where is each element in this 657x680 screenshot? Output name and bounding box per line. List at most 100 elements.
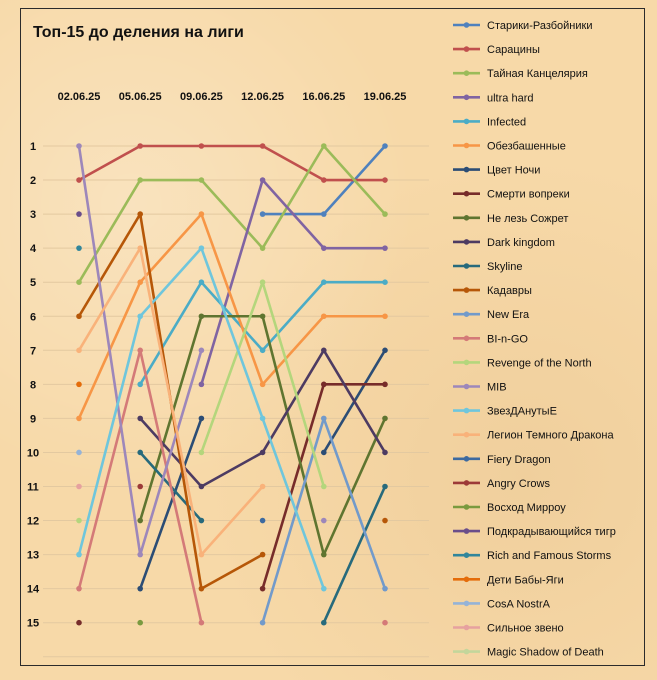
legend-marker [463,311,470,318]
legend-marker [463,383,470,390]
data-point [198,279,205,286]
data-point [137,585,143,592]
legend-marker [463,407,470,414]
data-point [137,415,143,422]
data-point [198,347,205,354]
legend-label: Dark kingdom [487,237,555,249]
legend-marker [463,456,470,462]
series-group [76,143,327,558]
legend-label: Обезбашенные [487,141,566,153]
data-point [382,143,388,149]
legend-item: Подкрадывающийся тигр [453,526,616,538]
data-point [321,483,327,490]
series-lines [76,143,388,626]
legend-label: Fiery Dragon [487,454,551,466]
legend-marker [463,215,470,221]
legend-marker [463,166,470,173]
legend-marker [463,359,470,366]
data-point [137,619,143,626]
series-group [198,177,388,388]
data-point [382,483,388,490]
series-group [76,245,82,251]
legend-marker [463,431,470,438]
legend-marker [463,480,470,486]
data-point [259,585,266,592]
data-point [382,585,388,592]
legend-marker [463,287,470,293]
legend-item: Fiery Dragon [453,454,551,466]
legend-label: Восход Мирроу [487,502,566,514]
data-point [198,313,205,320]
series-line [322,485,387,625]
data-point [76,483,82,490]
legend-item: Rich and Famous Storms [453,550,612,562]
legend-item: Цвет Ночи [453,165,540,177]
data-point [198,381,205,388]
chart-frame: Топ-15 до деления на лиги 02.06.25 05.06.… [20,8,645,666]
data-point [137,517,143,524]
legend-marker [463,624,470,631]
data-point [382,245,388,251]
x-tick-label: 19.06.25 [364,91,407,103]
data-point [382,517,388,524]
series-group [76,143,388,183]
data-point [321,279,327,286]
data-point [76,347,82,354]
data-point [137,177,143,183]
data-point [76,381,82,388]
x-tick-label: 09.06.25 [180,91,223,103]
legend-item: Infected [453,116,526,128]
series-line [138,280,387,386]
data-point [259,517,266,524]
data-point [259,415,266,422]
data-point [382,415,388,422]
data-point [198,619,205,626]
legend-item: Тайная Канцелярия [453,68,588,80]
series-group [137,313,388,558]
legend-label: Infected [487,116,526,128]
legend-item: Angry Crows [453,478,550,490]
data-point [137,245,143,251]
legend-marker [463,600,470,607]
legend-item: Старики-Разбойники [453,20,592,32]
legend-marker [463,22,470,28]
y-tick-label: 6 [30,311,36,323]
data-point [137,143,143,149]
data-point [198,211,205,217]
data-point [198,483,205,490]
series-group [259,381,388,592]
data-point [198,585,205,592]
legend-item: BI-n-GO [453,333,528,345]
legend-label: Легион Темного Дракона [487,430,614,442]
series-group [137,279,388,388]
legend-label: Magic Shadow of Death [487,647,604,659]
data-point [76,517,82,524]
legend-item: CosA NostrA [453,598,551,610]
data-point [137,347,143,354]
data-point [382,449,388,456]
legend-label: Сарацины [487,44,540,56]
data-point [76,279,82,286]
legend-label: CosA NostrA [487,598,551,610]
data-point [382,381,388,388]
chart-title: Топ-15 до деления на лиги [33,24,244,41]
legend-label: New Era [487,309,530,321]
x-tick-labels: 02.06.25 05.06.25 09.06.25 12.06.25 16.06.25… [58,91,407,103]
data-point [198,517,205,524]
legend-label: Подкрадывающийся тигр [487,526,616,538]
data-point [259,177,266,183]
legend-marker [463,70,470,76]
series-group [76,245,266,558]
y-tick-label: 9 [30,413,36,425]
data-point [259,381,266,388]
y-tick-label: 3 [30,209,36,221]
y-tick-label: 15 [27,618,39,630]
data-point [76,619,82,626]
data-point [382,347,388,354]
legend-label: ЗвезДАнутыЕ [487,406,557,418]
legend-item: Dark kingdom [453,237,555,249]
y-tick-label: 13 [27,550,39,562]
data-point [198,143,205,149]
legend-item: Skyline [453,261,522,273]
data-point [259,279,266,286]
